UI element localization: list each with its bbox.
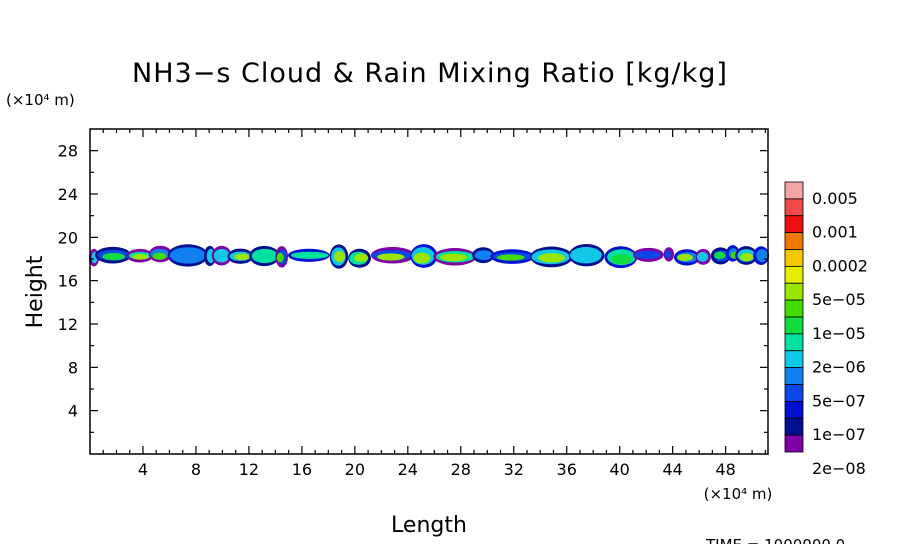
y-axis-ticks: 4 8 12 16 20 24 28 xyxy=(58,142,768,433)
x-tick-label: 36 xyxy=(557,460,577,479)
colorbar-swatch xyxy=(784,384,804,402)
x-axis-label: Length xyxy=(391,513,467,538)
colorbar-swatch xyxy=(784,198,804,217)
cloud-core xyxy=(413,252,431,264)
cloud-cell xyxy=(169,247,206,264)
colorbar-level-label: 2e−08 xyxy=(812,459,866,478)
colorbar-swatch xyxy=(784,282,804,301)
colorbar-swatch xyxy=(784,249,804,267)
cloud-core xyxy=(714,251,726,260)
y-tick-label: 24 xyxy=(58,185,78,204)
colorbar-swatch xyxy=(784,265,804,284)
colorbar-level-label: 1e−05 xyxy=(812,324,866,343)
y-tick-label: 4 xyxy=(68,402,78,421)
cloud-core xyxy=(740,252,754,262)
cloud-core xyxy=(677,253,693,262)
colorbar-level-label: 0.005 xyxy=(812,189,858,208)
x-tick-label: 40 xyxy=(610,460,630,479)
cloud-cell xyxy=(570,247,602,264)
colorbar-swatch xyxy=(784,316,804,335)
cloud-core xyxy=(354,253,369,262)
cloud-cell xyxy=(290,251,329,259)
x-tick-label: 20 xyxy=(345,460,365,479)
colorbar-level-label: 5e−05 xyxy=(812,290,866,309)
x-axis-unit: (×10⁴ m) xyxy=(704,485,773,503)
chart-title: NH3−s Cloud & Rain Mixing Ratio [kg/kg] xyxy=(132,58,728,89)
colorbar-level-label: 2e−06 xyxy=(812,358,866,377)
cloud-cell xyxy=(665,250,672,259)
colorbar-swatch xyxy=(784,299,804,318)
cloud-layer xyxy=(89,244,769,269)
colorbar-swatch xyxy=(784,417,804,436)
time-label: TIME = 1000000.0 xyxy=(705,536,845,544)
colorbar: 0.005 0.001 0.0002 5e−05 1e−05 2e−06 5e−07 1e−0… xyxy=(784,181,868,478)
cloud-core xyxy=(152,252,167,260)
cloud-core xyxy=(377,253,405,261)
colorbar-swatch xyxy=(784,215,804,234)
cloud-core xyxy=(538,253,566,263)
cloud-core xyxy=(334,251,346,263)
cloud-core xyxy=(102,253,126,261)
y-tick-label: 28 xyxy=(58,142,78,161)
colorbar-level-label: 0.001 xyxy=(812,223,858,242)
y-tick-label: 12 xyxy=(58,315,78,334)
y-axis-label: Height xyxy=(23,255,48,328)
colorbar-swatch xyxy=(784,232,804,250)
x-tick-label: 24 xyxy=(398,460,418,479)
y-tick-label: 8 xyxy=(68,358,78,377)
x-tick-label: 28 xyxy=(451,460,471,479)
x-tick-label: 16 xyxy=(292,460,312,479)
cloud-core xyxy=(611,254,632,265)
cloud-core xyxy=(276,252,284,263)
cloud-core xyxy=(234,253,251,261)
y-tick-label: 20 xyxy=(58,228,78,247)
cloud-cell xyxy=(634,250,662,259)
x-tick-label: 8 xyxy=(191,460,201,479)
cloud-core xyxy=(440,253,468,262)
cloud-cell xyxy=(474,250,493,261)
x-tick-label: 32 xyxy=(504,460,524,479)
cloud-core xyxy=(132,253,149,260)
colorbar-level-label: 1e−07 xyxy=(812,425,866,444)
colorbar-swatch xyxy=(784,400,804,419)
y-tick-label: 16 xyxy=(58,272,78,291)
cloud-cell xyxy=(697,251,709,262)
cloud-cell xyxy=(251,248,278,264)
colorbar-swatch xyxy=(784,333,804,352)
x-tick-label: 44 xyxy=(662,460,682,479)
x-tick-label: 12 xyxy=(239,460,259,479)
colorbar-level-label: 5e−07 xyxy=(812,391,866,410)
x-axis-ticks: 4 8 12 16 20 24 28 32 36 40 44 48 xyxy=(102,129,766,479)
y-axis-unit: (×10⁴ m) xyxy=(6,91,75,109)
colorbar-swatch xyxy=(784,181,804,200)
cloud-cell xyxy=(756,249,768,262)
plot-frame xyxy=(89,128,769,455)
x-tick-label: 4 xyxy=(138,460,148,479)
cloud-core xyxy=(496,254,525,261)
colorbar-swatch xyxy=(784,367,804,385)
colorbar-swatch xyxy=(784,350,804,369)
colorbar-swatch xyxy=(784,434,804,453)
colorbar-level-label: 0.0002 xyxy=(812,256,868,275)
x-tick-label: 48 xyxy=(715,460,735,479)
cloud-cell xyxy=(213,248,230,263)
